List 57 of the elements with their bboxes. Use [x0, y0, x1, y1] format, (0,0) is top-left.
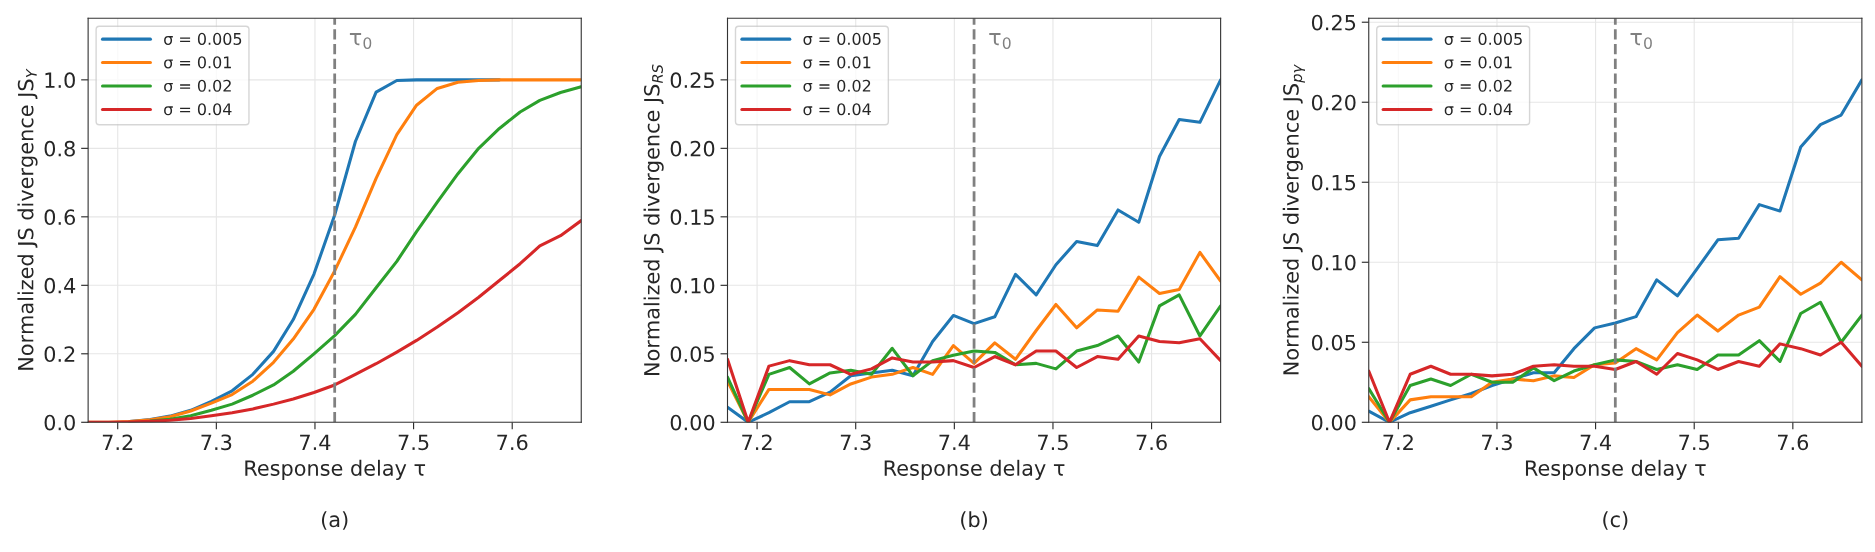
legend-label: σ = 0.01 [164, 56, 231, 69]
x-tick-label: 7.4 [1580, 434, 1611, 450]
legend-label: σ = 0.04 [1444, 103, 1513, 116]
legend-label: σ = 0.04 [803, 103, 871, 116]
y-tick-label: 0.00 [1311, 414, 1356, 431]
legend-label: σ = 0.005 [164, 32, 242, 45]
x-tick-label: 7.3 [201, 434, 232, 451]
x-tick-label: 7.6 [1136, 434, 1167, 451]
y-tick-label: 0.8 [44, 140, 75, 157]
legend-label: σ = 0.005 [1444, 32, 1522, 45]
y-tick-label: 0.15 [1311, 174, 1356, 191]
text: (c) [1603, 511, 1628, 530]
legend-label: σ = 0.02 [1444, 79, 1512, 92]
y-axis-title: Normalized JS divergence JS$_{Y}$ [17, 68, 38, 370]
y-tick-label: 0.20 [1311, 94, 1356, 111]
legend-label: σ = 0.02 [164, 79, 231, 92]
x-tick-label: 7.4 [300, 434, 331, 450]
x-tick-label: 7.6 [1777, 434, 1809, 451]
x-tick-label: 7.3 [1482, 434, 1512, 451]
x-tick-label: 7.2 [102, 434, 133, 450]
y-tick-label: 0.4 [44, 277, 76, 294]
y-tick-label: 0.6 [44, 209, 76, 226]
y-tick-label: 0.25 [670, 72, 714, 89]
legend-label: σ = 0.01 [1444, 56, 1512, 69]
y-tick-label: 0.15 [670, 209, 714, 226]
text: (a) [321, 511, 348, 530]
y-tick-label: 0.25 [1311, 14, 1356, 31]
x-tick-label: 7.5 [1679, 434, 1709, 451]
legend-label: σ = 0.02 [803, 79, 871, 92]
y-tick-label: 0.00 [670, 414, 715, 431]
y-tick-label: 0.05 [670, 346, 714, 363]
x-tick-label: 7.2 [742, 434, 772, 450]
x-axis-title: Response delay τ [245, 459, 426, 480]
y-tick-label: 0.0 [44, 414, 75, 431]
x-tick-label: 7.5 [1038, 434, 1068, 451]
y-axis-title: Normalized JS divergence JS$_{pγ}$ [1282, 64, 1305, 375]
legend-label: σ = 0.04 [164, 103, 232, 116]
x-axis-title: Response delay τ [1525, 459, 1706, 480]
ref-line-label: τ$_{0}$ [1630, 32, 1652, 49]
y-tick-label: 0.10 [1311, 254, 1356, 271]
y-tick-label: 0.10 [670, 277, 715, 294]
x-tick-label: 7.3 [840, 434, 871, 451]
y-tick-label: 0.05 [1311, 334, 1356, 351]
x-tick-label: 7.5 [398, 434, 429, 451]
ref-line-label: τ$_{0}$ [349, 32, 372, 49]
text: (b) [961, 511, 988, 530]
legend-label: σ = 0.01 [803, 56, 871, 69]
x-tick-label: 7.2 [1383, 434, 1413, 450]
legend-label: σ = 0.005 [803, 32, 881, 45]
y-tick-label: 0.2 [44, 346, 75, 363]
y-tick-label: 1.0 [45, 72, 75, 89]
x-tick-label: 7.6 [497, 434, 528, 451]
x-axis-title: Response delay τ [884, 459, 1065, 480]
x-tick-label: 7.4 [939, 434, 970, 450]
ref-line-label: τ$_{0}$ [989, 32, 1011, 49]
y-axis-title: Normalized JS divergence JS$_{RS}$ [643, 64, 664, 375]
y-tick-label: 0.20 [670, 140, 715, 157]
